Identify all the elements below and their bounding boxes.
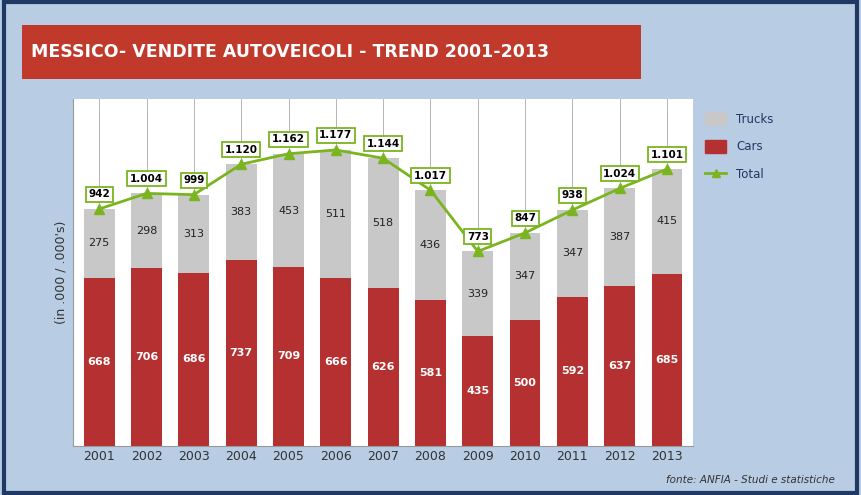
Text: MESSICO- VENDITE AUTOVEICOLI - TREND 2001-2013: MESSICO- VENDITE AUTOVEICOLI - TREND 200… bbox=[31, 43, 548, 61]
Bar bbox=[652, 169, 683, 274]
Bar bbox=[604, 286, 635, 446]
Text: 387: 387 bbox=[609, 232, 630, 242]
Legend: Trucks, Cars, Total: Trucks, Cars, Total bbox=[705, 112, 773, 181]
Text: 1.024: 1.024 bbox=[604, 169, 636, 179]
Text: 938: 938 bbox=[561, 191, 583, 200]
Text: 313: 313 bbox=[183, 229, 204, 239]
Text: 581: 581 bbox=[419, 368, 442, 378]
Bar bbox=[178, 273, 209, 446]
Text: 1.120: 1.120 bbox=[225, 145, 257, 155]
Text: 453: 453 bbox=[278, 205, 299, 216]
Text: 1.162: 1.162 bbox=[272, 134, 305, 144]
Text: 347: 347 bbox=[515, 271, 536, 281]
Text: 847: 847 bbox=[514, 213, 536, 223]
Text: 592: 592 bbox=[561, 366, 584, 376]
Bar bbox=[320, 278, 351, 446]
Text: 415: 415 bbox=[657, 216, 678, 226]
Bar bbox=[557, 210, 588, 297]
Bar bbox=[462, 251, 493, 336]
Text: fonte: ANFIA - Studi e statistiche: fonte: ANFIA - Studi e statistiche bbox=[666, 475, 835, 485]
Text: 737: 737 bbox=[230, 348, 253, 358]
Bar bbox=[462, 336, 493, 446]
Text: 275: 275 bbox=[89, 238, 110, 248]
Text: 773: 773 bbox=[467, 232, 489, 242]
Text: 339: 339 bbox=[468, 289, 488, 298]
Text: 298: 298 bbox=[136, 226, 158, 236]
Text: 1.101: 1.101 bbox=[651, 149, 684, 159]
Text: 626: 626 bbox=[371, 362, 395, 372]
Text: 347: 347 bbox=[562, 248, 583, 258]
Bar bbox=[131, 194, 162, 268]
Bar bbox=[226, 164, 257, 260]
Text: 1.177: 1.177 bbox=[319, 130, 352, 141]
Text: 436: 436 bbox=[420, 240, 441, 250]
Text: 706: 706 bbox=[135, 352, 158, 362]
Bar bbox=[368, 158, 399, 288]
Text: 709: 709 bbox=[277, 351, 300, 361]
Text: 383: 383 bbox=[231, 207, 251, 217]
Y-axis label: (in .000 / .000's): (in .000 / .000's) bbox=[54, 221, 68, 324]
Text: 999: 999 bbox=[183, 175, 205, 185]
Text: 1.004: 1.004 bbox=[130, 174, 163, 184]
Text: 942: 942 bbox=[89, 190, 110, 199]
Bar bbox=[652, 274, 683, 446]
Bar bbox=[510, 320, 541, 446]
Bar bbox=[415, 299, 446, 446]
Bar bbox=[510, 233, 541, 320]
Bar bbox=[131, 268, 162, 446]
Bar bbox=[368, 288, 399, 446]
Bar bbox=[604, 189, 635, 286]
Text: 1.144: 1.144 bbox=[367, 139, 400, 148]
Bar bbox=[226, 260, 257, 446]
Text: 666: 666 bbox=[324, 357, 348, 367]
Text: 435: 435 bbox=[466, 386, 489, 396]
Bar bbox=[273, 154, 304, 267]
Bar bbox=[84, 209, 115, 278]
Bar bbox=[320, 150, 351, 278]
Text: 518: 518 bbox=[373, 218, 393, 228]
Text: 511: 511 bbox=[325, 209, 346, 219]
Text: 500: 500 bbox=[514, 378, 536, 388]
Bar bbox=[415, 190, 446, 299]
Bar bbox=[84, 278, 115, 446]
Bar bbox=[178, 195, 209, 273]
Bar bbox=[557, 297, 588, 446]
Text: 637: 637 bbox=[608, 360, 631, 371]
Bar bbox=[273, 267, 304, 446]
Text: 668: 668 bbox=[88, 356, 111, 367]
Text: 685: 685 bbox=[655, 354, 678, 364]
Text: 1.017: 1.017 bbox=[414, 171, 447, 181]
Text: 686: 686 bbox=[183, 354, 206, 364]
